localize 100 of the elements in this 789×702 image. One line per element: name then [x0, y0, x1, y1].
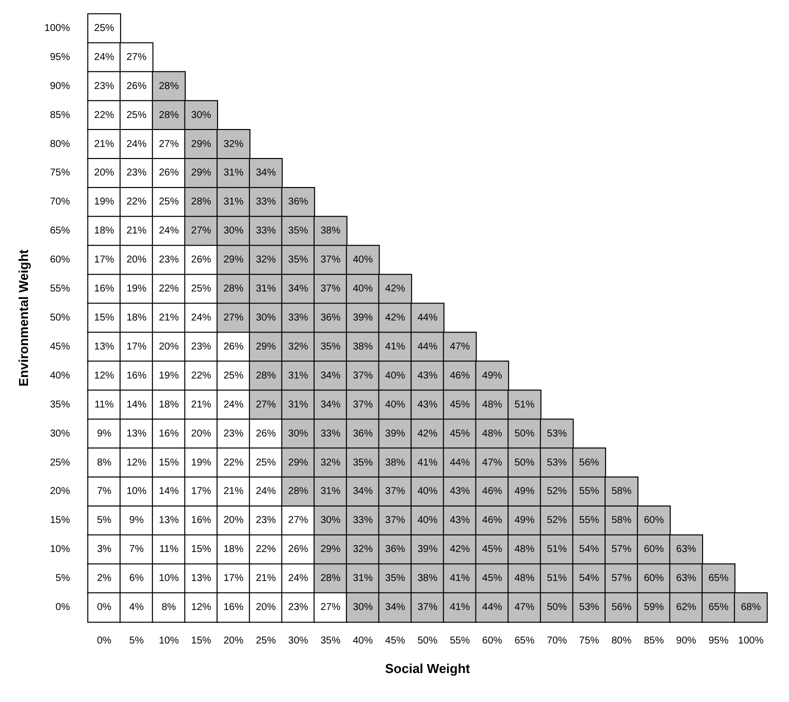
data-label: 25% — [223, 370, 244, 382]
data-label: 20% — [158, 341, 179, 352]
data-label: 34% — [385, 602, 406, 614]
data-label: 30% — [352, 602, 373, 614]
y-tick-label: 90% — [50, 80, 70, 92]
x-tick-label: 90% — [676, 636, 696, 646]
data-label: 36% — [288, 196, 308, 208]
data-label: 31% — [288, 370, 308, 382]
x-tick-label: 35% — [320, 636, 341, 646]
data-label: 38% — [352, 341, 373, 352]
data-label: 20% — [223, 515, 244, 526]
data-label: 28% — [223, 284, 244, 295]
data-label: 48% — [514, 544, 535, 556]
data-label: 8% — [162, 602, 176, 614]
data-label: 60% — [644, 544, 664, 556]
data-label: 49% — [482, 370, 502, 382]
data-label: 35% — [352, 457, 373, 468]
data-label: 40% — [385, 370, 406, 382]
data-label: 26% — [223, 341, 244, 352]
x-tick-label: 55% — [450, 636, 470, 646]
data-label: 33% — [256, 226, 276, 237]
data-label: 37% — [352, 399, 373, 410]
data-label: 9% — [129, 515, 144, 526]
data-label: 20% — [126, 254, 147, 266]
data-label: 13% — [126, 428, 147, 440]
data-label: 20% — [256, 602, 276, 614]
x-tick-label: 65% — [514, 636, 535, 646]
data-label: 40% — [417, 515, 438, 526]
data-label: 38% — [385, 457, 406, 468]
x-tick-label: 0% — [96, 636, 112, 646]
data-label: 18% — [158, 399, 179, 410]
data-label: 48% — [514, 573, 535, 584]
data-label: 23% — [288, 602, 308, 614]
data-label: 44% — [417, 341, 438, 352]
data-label: 41% — [450, 602, 470, 614]
data-label: 40% — [385, 399, 406, 410]
data-label: 29% — [288, 457, 308, 468]
data-label: 25% — [94, 22, 114, 34]
data-label: 48% — [482, 428, 502, 440]
data-label: 24% — [223, 399, 244, 410]
data-label: 13% — [158, 515, 179, 526]
y-tick-label: 15% — [50, 515, 70, 526]
data-label: 34% — [352, 486, 373, 498]
data-label: 41% — [417, 457, 438, 468]
y-tick-label: 75% — [50, 168, 70, 179]
data-label: 23% — [191, 341, 212, 352]
data-label: 33% — [320, 428, 341, 440]
data-label: 31% — [288, 399, 308, 410]
data-label: 26% — [126, 80, 147, 92]
data-label: 16% — [158, 428, 179, 440]
data-label: 42% — [417, 428, 438, 440]
data-label: 22% — [191, 370, 212, 382]
data-label: 43% — [450, 515, 470, 526]
data-label: 32% — [288, 341, 308, 352]
data-label: 16% — [191, 515, 212, 526]
data-label: 58% — [611, 486, 632, 498]
data-label: 34% — [320, 370, 341, 382]
data-label: 11% — [159, 544, 179, 556]
y-tick-label: 100% — [44, 22, 70, 34]
data-label: 4% — [129, 602, 144, 614]
data-label: 41% — [385, 341, 406, 352]
x-tick-label: 25% — [256, 636, 276, 646]
data-label: 39% — [385, 428, 406, 440]
data-label: 28% — [256, 370, 276, 382]
y-tick-label: 80% — [50, 138, 70, 150]
x-tick-label: 50% — [417, 636, 438, 646]
y-tick-label: 95% — [50, 52, 70, 63]
data-label: 24% — [288, 573, 308, 584]
data-label: 10% — [158, 573, 179, 584]
y-tick-label: 25% — [50, 457, 70, 468]
x-tick-label: 60% — [482, 636, 502, 646]
data-label: 26% — [288, 544, 308, 556]
data-label: 57% — [611, 573, 632, 584]
x-tick-label: 30% — [288, 636, 308, 646]
data-label: 51% — [546, 573, 567, 584]
data-label: 36% — [352, 428, 373, 440]
data-label: 25% — [158, 196, 179, 208]
y-tick-label: 65% — [50, 226, 70, 237]
data-label: 37% — [320, 284, 341, 295]
data-label: 6% — [129, 573, 144, 584]
data-label: 18% — [94, 226, 114, 237]
x-tick-label: 15% — [191, 636, 212, 646]
data-label: 49% — [514, 515, 535, 526]
y-tick-label: 20% — [50, 486, 70, 498]
y-tick-label: 5% — [56, 573, 70, 584]
data-label: 12% — [126, 457, 147, 468]
data-label: 16% — [94, 284, 114, 295]
x-tick-label: 20% — [223, 636, 244, 646]
x-tick-label: 85% — [644, 636, 664, 646]
data-label: 50% — [514, 457, 535, 468]
data-label: 24% — [94, 52, 114, 63]
x-tick-label: 100% — [738, 636, 764, 646]
data-label: 27% — [158, 138, 179, 150]
data-label: 24% — [256, 486, 276, 498]
data-label: 56% — [579, 457, 600, 468]
data-label: 35% — [320, 341, 341, 352]
data-label: 40% — [352, 254, 373, 266]
data-label: 35% — [385, 573, 406, 584]
data-label: 65% — [708, 602, 729, 614]
data-label: 31% — [320, 486, 341, 498]
